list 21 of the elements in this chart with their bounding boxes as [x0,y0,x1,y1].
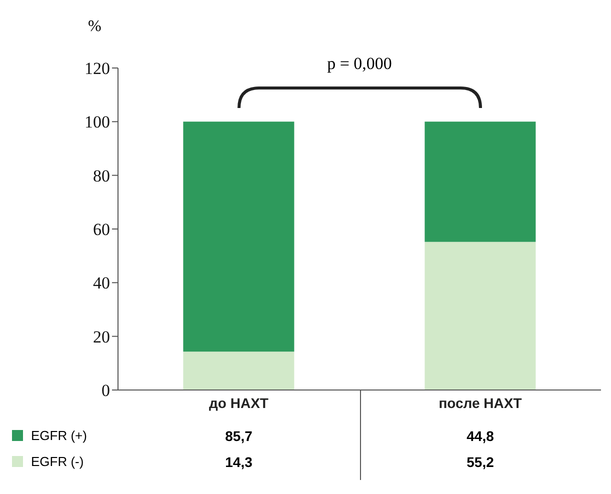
y-tick-label: 100 [84,112,110,132]
y-tick-label: 40 [93,274,110,293]
data-label: 55,2 [466,454,495,470]
legend-label: EGFR (+) [31,428,87,443]
data-label: 85,7 [224,428,254,444]
x-tick-label: до НАХТ [209,394,269,411]
y-tick-label: 80 [93,166,110,186]
y-axis-title: % [88,18,102,36]
bar [424,242,536,390]
y-tick-label: 20 [93,327,110,346]
x-tick-label: после НАХТ [438,394,522,411]
y-tick-label: 0 [102,381,110,400]
y-tick-label: 60 [93,220,110,240]
data-label: 14,3 [224,454,254,470]
bar [183,122,294,352]
bar [183,352,294,390]
data-label: 44,8 [466,428,495,444]
legend-label: EGFR (-) [31,454,84,469]
annotation: p = 0,000 [326,54,393,74]
y-tick-label: 120 [84,59,110,78]
bar [424,122,536,242]
